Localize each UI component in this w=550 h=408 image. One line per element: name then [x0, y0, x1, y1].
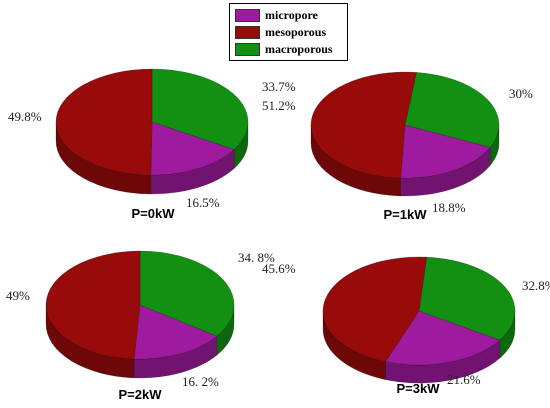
pie-slice-macroporous [139, 250, 235, 337]
pie-chart-1: 33.7% 16.5% 49.8% P=0kW [8, 68, 296, 221]
legend-label-mesoporous: mesoporous [265, 24, 327, 39]
legend: micropore mesoporous macroporous [229, 3, 348, 61]
pie-title: P=0kW [132, 206, 176, 221]
pie-title: P=1kW [384, 207, 428, 222]
pie-value-label-mesoporous: 45.6% [262, 261, 296, 276]
pie-slice-micropore [400, 124, 491, 179]
pie-value-label-macroporous: 34. 8% [238, 250, 275, 265]
pie-value-label-micropore: 16.5% [186, 195, 220, 210]
pie-value-label-mesoporous: 49% [6, 288, 30, 303]
pie-slice-micropore [384, 310, 501, 366]
pie-chart-3: 34. 8% 16. 2% 49% P=2kW [6, 250, 275, 402]
pie-slice-macroporous [151, 68, 249, 150]
legend-item-mesoporous: mesoporous [235, 24, 326, 40]
legend-item-micropore: micropore [235, 7, 318, 23]
pie-slice-micropore [150, 121, 235, 176]
pie-value-label-micropore: 21.6% [447, 372, 481, 387]
pie-value-label-macroporous: 30% [509, 86, 533, 101]
pie-value-label-macroporous: 32.8% [522, 278, 550, 293]
pie-title: P=2kW [119, 387, 163, 402]
pie-value-label-macroporous: 33.7% [262, 79, 296, 94]
pie-value-label-micropore: 18.8% [432, 200, 466, 215]
pie-slice-mesoporous [310, 71, 417, 179]
legend-label-macroporous: macroporous [265, 41, 333, 56]
pie-slice-micropore [133, 304, 218, 360]
legend-swatch-micropore [235, 8, 260, 22]
pie-slice-mesoporous [322, 256, 428, 362]
pie-slice-macroporous [418, 256, 516, 341]
pie-title: P=3kW [397, 381, 441, 396]
legend-label-micropore: micropore [265, 7, 318, 22]
pie-value-label-mesoporous: 49.8% [8, 109, 42, 124]
legend-swatch-macroporous [235, 42, 260, 56]
legend-swatch-mesoporous [235, 25, 260, 39]
pie-value-label-micropore: 16. 2% [182, 374, 219, 389]
legend-item-macroporous: macroporous [235, 41, 333, 57]
pie-slice-mesoporous [55, 68, 153, 176]
pie-slice-macroporous [404, 72, 500, 148]
pie-chart-2: 30% 18.8% 51.2% P=1kW [262, 71, 533, 222]
pie-chart-4: 32.8% 21.6% 45.6% P=3kW [262, 256, 550, 396]
pie-slice-mesoporous [45, 250, 141, 360]
pie-value-label-mesoporous: 51.2% [262, 98, 296, 113]
